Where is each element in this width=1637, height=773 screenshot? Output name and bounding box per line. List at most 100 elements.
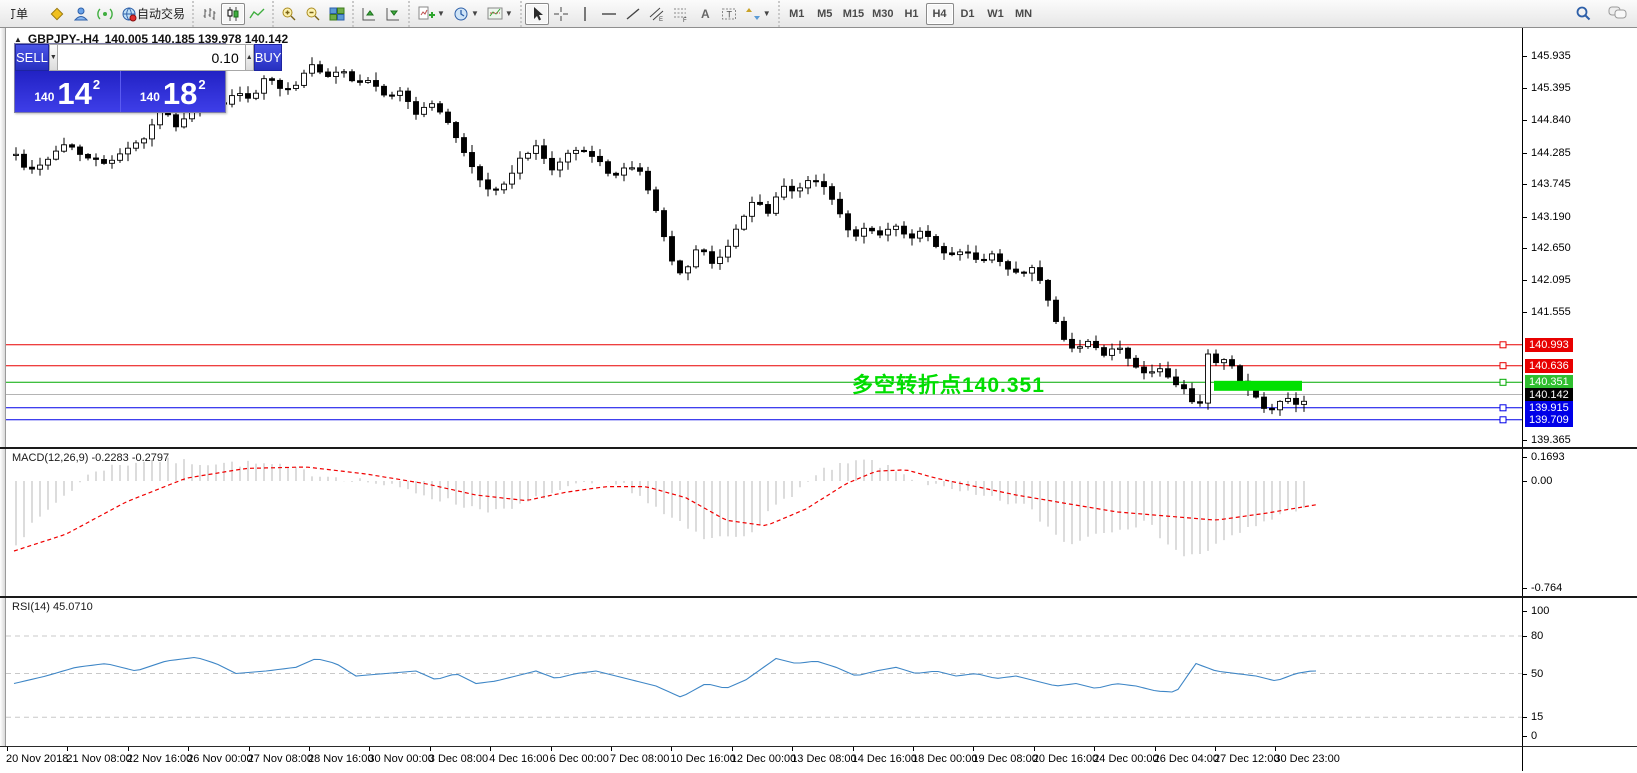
cursor-icon[interactable]: [524, 2, 549, 25]
text-label-icon[interactable]: T: [717, 3, 741, 25]
timeframe-m15-button[interactable]: M15: [839, 3, 868, 25]
axis-tick: [1523, 636, 1527, 637]
candlestick-icon[interactable]: [221, 2, 246, 25]
timeframe-m1-button[interactable]: M1: [783, 3, 811, 25]
time-label: 14 Dec 16:00: [851, 753, 918, 765]
panel-divider[interactable]: [0, 596, 1637, 598]
periods-icon[interactable]: ▼: [449, 3, 483, 25]
chart-shift-icon[interactable]: [381, 3, 405, 25]
timeframe-m5-button[interactable]: M5: [811, 3, 839, 25]
sell-price[interactable]: 140 14 2: [15, 71, 121, 112]
time-tick: [1154, 747, 1156, 751]
signals-icon[interactable]: [93, 3, 117, 25]
time-label: 3 Dec 08:00: [428, 753, 489, 765]
text-icon[interactable]: A: [693, 3, 717, 25]
axis-tick: [1523, 717, 1527, 718]
toolbar-group-main: 订单 自动交易: [4, 1, 192, 27]
collapse-triangle-icon[interactable]: ▲: [14, 34, 22, 44]
time-label: 6 Dec 00:00: [549, 753, 609, 765]
sell-price-big: 14: [57, 75, 92, 111]
community-icon[interactable]: [69, 3, 93, 25]
time-label: 27 Dec 12:00: [1214, 753, 1280, 765]
rsi-chart[interactable]: [6, 598, 1522, 746]
autoscroll-icon[interactable]: [357, 3, 381, 25]
time-tick: [1094, 747, 1096, 751]
ohlc-values: 140.005 140.185 139.978 140.142: [104, 32, 289, 46]
timeframe-mn-button[interactable]: MN: [1010, 3, 1038, 25]
zoom-out-icon[interactable]: [301, 3, 325, 25]
axis-tick-label: 145.395: [1531, 82, 1571, 94]
time-tick: [369, 747, 371, 751]
search-icon[interactable]: [1571, 2, 1596, 24]
time-tick: [852, 747, 854, 751]
line-handle: [1499, 341, 1507, 349]
toolbar-group-charttype: [192, 0, 272, 27]
panel-divider[interactable]: [0, 447, 1637, 449]
level-price-badge: 139.709: [1525, 413, 1573, 427]
timeframe-label: W1: [987, 7, 1004, 20]
axis-tick: [1523, 736, 1527, 737]
time-tick: [1033, 747, 1035, 751]
toolbar-group-insert: ▼ ▼ ▼: [408, 0, 520, 27]
macd-label: MACD(12,26,9) -0.2283 -0.2797: [12, 452, 170, 464]
candlestick-chart[interactable]: [6, 28, 1522, 447]
buy-price[interactable]: 140 18 2: [121, 71, 226, 112]
templates-icon[interactable]: ▼: [483, 3, 517, 25]
lot-size-input[interactable]: [57, 44, 245, 71]
timeframe-m30-button[interactable]: M30: [868, 3, 897, 25]
arrows-icon[interactable]: ▼: [741, 3, 775, 25]
autotrade-button[interactable]: 自动交易: [117, 3, 189, 25]
chat-icon[interactable]: [1604, 2, 1631, 24]
fibonacci-icon[interactable]: F: [669, 3, 693, 25]
timeframe-label: H1: [904, 7, 919, 20]
market-watch-icon[interactable]: [45, 3, 69, 25]
indicators-caret: ▼: [437, 9, 445, 18]
crosshair-icon[interactable]: [549, 3, 573, 25]
lot-decrease-button[interactable]: ▼: [48, 44, 58, 71]
periods-caret: ▼: [470, 9, 479, 18]
timeframe-h4-button[interactable]: H4: [925, 2, 954, 25]
axis-tick: [1523, 481, 1527, 482]
bar-chart-icon[interactable]: [197, 3, 221, 25]
time-label: 26 Nov 00:00: [187, 753, 253, 765]
timeframe-h1-button[interactable]: H1: [898, 3, 926, 25]
toolbar-group-zoom: [272, 0, 352, 27]
tile-windows-icon[interactable]: [325, 3, 349, 25]
axis-tick: [1523, 457, 1527, 458]
rsi-panel[interactable]: RSI(14) 45.0710: [6, 598, 1522, 746]
buy-price-sup: 2: [198, 77, 206, 92]
timeframe-w1-button[interactable]: W1: [982, 3, 1010, 25]
axis-tick: [1523, 611, 1527, 612]
time-tick: [611, 747, 612, 751]
candlesticks: [13, 57, 1307, 416]
price-axis: 145.935 145.395 144.840 144.285 143.745 143.1…: [1522, 28, 1637, 447]
lot-increase-button[interactable]: ▲: [244, 44, 254, 71]
timeframe-label: M15: [842, 7, 865, 20]
indicators-icon[interactable]: ▼: [413, 3, 449, 25]
axis-tick-label: 80: [1531, 630, 1544, 642]
rsi-label: RSI(14) 45.0710: [12, 601, 93, 613]
new-order-button[interactable]: 订单: [7, 3, 45, 25]
time-axis[interactable]: 20 Nov 2018 21 Nov 08:00 22 Nov 16:00 26 No…: [0, 746, 1522, 771]
time-tick: [127, 747, 129, 751]
main-chart-plot[interactable]: ▲ GBPJPY-,H4 140.005 140.185 139.978 140…: [6, 28, 1522, 447]
macd-histogram: [15, 457, 1305, 557]
axis-tick-label: 144.840: [1531, 114, 1571, 126]
channel-icon[interactable]: E: [645, 3, 669, 25]
horizontal-line-icon[interactable]: [597, 3, 621, 25]
svg-text:T: T: [726, 9, 732, 19]
trendline-icon[interactable]: [621, 3, 645, 25]
toolbar-group-objects: E F A T ▼: [519, 0, 778, 27]
zoom-in-icon[interactable]: [277, 3, 301, 25]
macd-chart[interactable]: [6, 449, 1522, 596]
vertical-line-icon[interactable]: [573, 3, 597, 25]
time-tick: [490, 747, 492, 751]
macd-panel[interactable]: MACD(12,26,9) -0.2283 -0.2797: [6, 449, 1522, 596]
sell-button[interactable]: SELL: [15, 44, 49, 71]
buy-button[interactable]: BUY: [253, 44, 283, 71]
timeframe-d1-button[interactable]: D1: [954, 3, 982, 25]
line-chart-icon[interactable]: [245, 3, 269, 25]
time-tick: [67, 747, 69, 751]
pivot-annotation[interactable]: 多空转折点140.351: [852, 374, 1045, 397]
toolbar: 订单 自动交易: [0, 0, 1637, 28]
